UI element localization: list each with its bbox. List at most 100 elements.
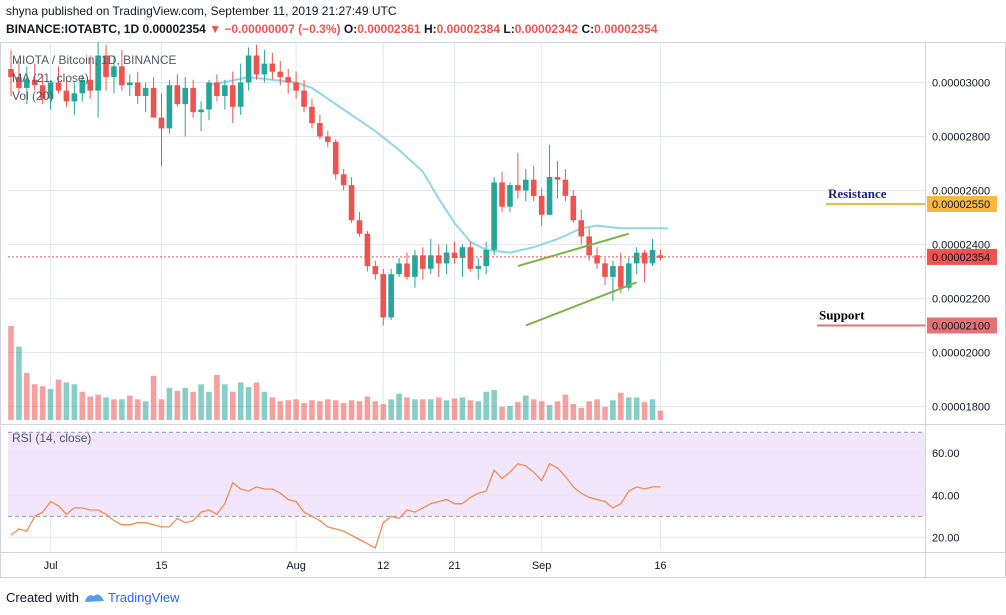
volume-bar	[507, 405, 513, 420]
open-label: O:	[343, 22, 358, 36]
volume-bar	[245, 387, 252, 420]
volume-bar	[467, 400, 474, 420]
author-name[interactable]: shyna	[6, 4, 39, 18]
candle-body	[523, 179, 529, 191]
candle-body	[427, 255, 434, 269]
volume-bar	[95, 394, 101, 420]
volume-bar	[443, 400, 450, 420]
volume-bar	[641, 402, 648, 420]
volume-bar	[618, 392, 624, 420]
volume-bar	[182, 388, 189, 420]
volume-bar	[111, 399, 117, 420]
volume-bar	[269, 397, 276, 420]
time-axis-label: Sep	[532, 560, 552, 572]
candle-body	[530, 179, 537, 196]
volume-bar	[602, 406, 608, 420]
volume-bar	[388, 399, 394, 420]
candle-body	[309, 106, 315, 123]
price-axis-label: 0.00001800	[932, 402, 990, 414]
footer: Created with TradingView	[6, 590, 180, 607]
candle-body	[451, 252, 458, 258]
volume-bar	[150, 375, 157, 420]
low-label: L:	[503, 22, 515, 36]
candle-body	[214, 82, 220, 96]
candle-body	[111, 66, 117, 78]
resistance-price-badge	[927, 196, 997, 212]
low-value: 0.00002342	[514, 22, 579, 36]
candle-body	[63, 90, 70, 102]
candle-body	[71, 93, 78, 102]
candle-body	[459, 247, 466, 258]
price-axis-label: 0.00003000	[932, 78, 990, 90]
volume-bar	[451, 398, 458, 420]
last-price-badge	[927, 248, 997, 265]
volume-bar	[625, 397, 632, 420]
volume-bar	[483, 391, 489, 420]
volume-bar	[174, 390, 181, 420]
candle-body	[325, 136, 331, 142]
publish-info: published on TradingView.com, September …	[41, 4, 397, 18]
price-axis-label: 0.00002000	[932, 348, 990, 360]
volume-bar	[523, 395, 529, 420]
volume-bar	[325, 399, 331, 420]
candle-body	[127, 82, 133, 86]
candle-body	[79, 79, 86, 94]
candle-body	[340, 174, 347, 186]
close-label: C:	[581, 22, 595, 36]
rsi-indicator-label[interactable]: RSI (14, close)	[12, 431, 92, 445]
volume-indicator-label[interactable]: Vol (20)	[12, 89, 54, 103]
created-with-text: Created with	[6, 590, 79, 605]
tradingview-logo-icon	[83, 590, 105, 607]
volume-bar	[293, 399, 299, 420]
candle-body	[142, 87, 149, 96]
candle-body	[16, 77, 22, 88]
volume-bar	[435, 397, 442, 420]
ma-indicator-label[interactable]: MA (21, close)	[12, 71, 89, 85]
candle-body	[253, 55, 260, 75]
candle-body	[158, 117, 165, 129]
candle-body	[245, 55, 252, 83]
candle-body	[578, 220, 585, 237]
high-value: 0.00002384	[436, 22, 501, 36]
publish-header: shyna published on TradingView.com, Sept…	[6, 4, 397, 18]
close-value: 0.00002354	[594, 22, 658, 36]
candle-body	[546, 177, 553, 215]
volume-bar	[570, 404, 577, 420]
candle-body	[641, 252, 648, 264]
volume-bar	[63, 382, 70, 420]
candle-body	[372, 266, 379, 275]
candle-body	[332, 141, 339, 175]
candle-body	[47, 82, 54, 99]
volume-bar	[554, 401, 561, 420]
volume-bar	[546, 404, 553, 420]
time-axis-label: 21	[448, 560, 460, 572]
candle-body	[491, 182, 497, 250]
volume-bar	[55, 379, 62, 420]
volume-bar	[515, 402, 521, 420]
volume-bar	[127, 395, 133, 420]
time-axis-label: Aug	[286, 560, 306, 572]
tradingview-brand[interactable]: TradingView	[108, 590, 180, 605]
candle-body	[277, 71, 284, 78]
volume-bar	[206, 391, 212, 420]
volume-bar	[420, 399, 426, 420]
candle-body	[87, 79, 93, 91]
high-label: H:	[423, 22, 437, 36]
volume-bar	[633, 397, 640, 420]
candle-body	[285, 77, 291, 83]
support-price-badge	[927, 317, 997, 334]
candle-body	[625, 263, 632, 288]
volume-bar	[253, 382, 260, 420]
volume-bar	[190, 391, 196, 420]
volume-bar	[39, 386, 46, 420]
candle-body	[356, 220, 363, 234]
candle-body	[8, 69, 14, 78]
volume-bar	[237, 382, 244, 420]
channel-upper-line	[517, 232, 630, 268]
time-axis-label: 16	[654, 560, 666, 572]
volume-bar	[277, 401, 284, 420]
candle-body	[95, 55, 101, 91]
volume-bar	[134, 399, 141, 420]
volume-bar	[396, 393, 402, 420]
